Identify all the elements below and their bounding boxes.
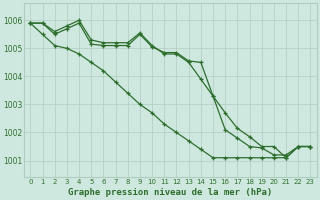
X-axis label: Graphe pression niveau de la mer (hPa): Graphe pression niveau de la mer (hPa) xyxy=(68,188,273,197)
